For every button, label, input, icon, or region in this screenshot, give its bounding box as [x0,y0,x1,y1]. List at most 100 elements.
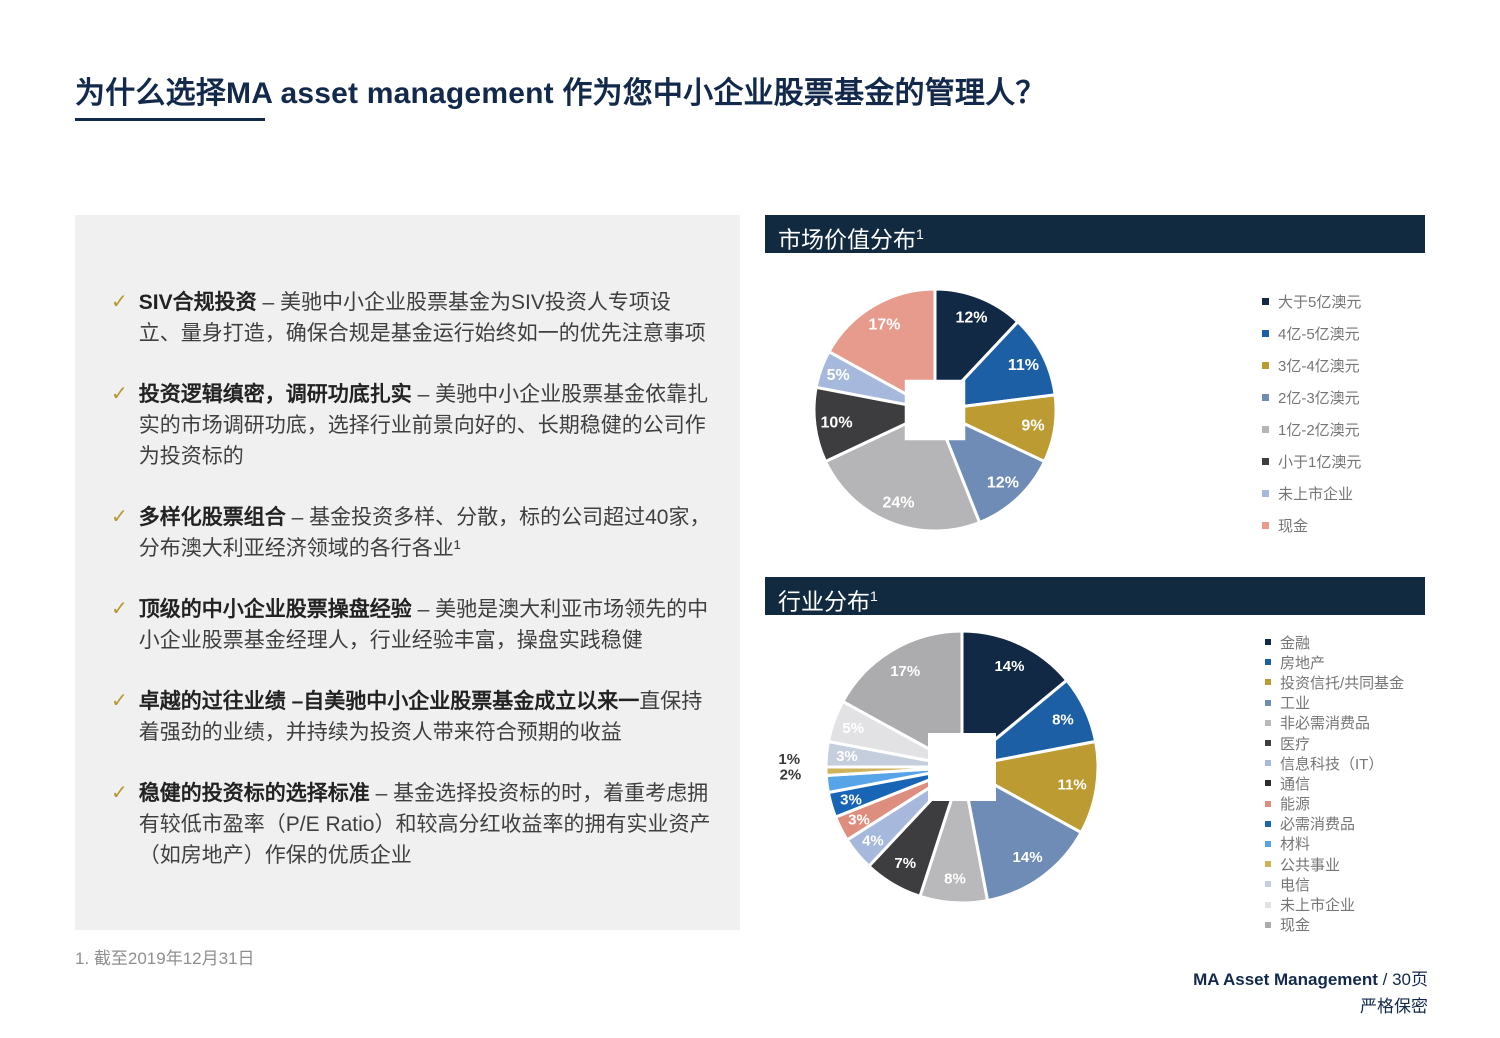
pie-center-square [928,733,996,801]
check-icon: ✓ [111,598,128,620]
legend-marker [1265,881,1271,888]
check-icon: ✓ [111,690,128,712]
bullet-body: – 基金选择投资标的时，着重考虑拥有较低市盈率（P/E Ratio）和较高分红收… [138,782,711,867]
industry-pie-chart: 14% 8% 11% 14% 8% 7% 4% 3% 3% 2%1% 3% 5% 17% [778,629,1100,905]
bullet-lead: 顶级的中小企业股票操盘经验 [138,598,412,621]
market-value-section: 市场价值分布1 12% 11% 9% 12% 24% 10% 5% 17% 大于5亿澳元 4亿-… [765,215,1425,575]
legend-label: 公共事业 [1280,856,1341,874]
pie-slice-label: 8% [944,870,966,887]
legend-label: 材料 [1280,836,1311,854]
legend-marker [1265,840,1271,847]
legend-item: 金融 [1265,632,1404,652]
legend-item: 3亿-4亿澳元 [1262,349,1361,381]
bullet-lead: 卓越的过往业绩 –自美驰中小企业股票基金成立以来一 [138,690,640,713]
bullet-item: ✓ 顶级的中小企业股票操盘经验 – 美驰是澳大利亚市场领先的中小企业股票基金经理人… [111,594,712,656]
footer-brand: MA Asset Management [1193,970,1378,989]
legend-item: 工业 [1265,693,1404,713]
market-value-legend: 大于5亿澳元 4亿-5亿澳元 3亿-4亿澳元 2亿-3亿澳元 1亿-2亿澳元 小于1亿澳元… [1262,285,1361,541]
legend-item: 房地产 [1265,652,1404,672]
pie-slice-label: 5% [842,720,864,737]
check-icon: ✓ [111,383,128,405]
legend-item: 小于1亿澳元 [1262,445,1361,477]
bullet-item: ✓ 多样化股票组合 – 基金投资多样、分散，标的公司超过40家，分布澳大利亚经济领… [111,502,712,564]
legend-marker [1262,425,1269,433]
legend-marker [1265,820,1271,827]
legend-item: 非必需消费品 [1265,713,1404,733]
market-value-header: 市场价值分布1 [765,215,1425,253]
legend-item: 投资信托/共同基金 [1265,672,1404,692]
legend-marker [1265,780,1271,787]
bullet-body: – 美驰是澳大利亚市场领先的中小企业股票基金经理人，行业经验丰富，操盘实践稳健 [138,598,709,652]
pie-slice-label: 4% [862,833,884,850]
footer-confidential: 严格保密 [1360,997,1428,1016]
footer-page-number: / 30页 [1377,970,1428,989]
pie-slice-label: 14% [1013,849,1043,866]
legend-item: 信息科技（IT） [1265,753,1404,773]
pie-slice-label: 10% [821,414,853,431]
legend-label: 投资信托/共同基金 [1280,674,1405,692]
legend-item: 必需消费品 [1265,814,1404,834]
bullet-item: ✓ 卓越的过往业绩 –自美驰中小企业股票基金成立以来一直保持着强劲的业绩，并持续为… [111,686,712,748]
legend-label: 大于5亿澳元 [1278,293,1362,311]
legend-item: 2亿-3亿澳元 [1262,381,1361,413]
pie-slice-label: 5% [827,367,850,384]
market-value-title: 市场价值分布 [778,226,916,253]
legend-label: 未上市企业 [1278,485,1354,503]
legend-marker [1265,719,1271,726]
legend-marker [1265,760,1271,767]
legend-label: 房地产 [1280,654,1326,672]
bullet-item: ✓ 投资逻辑缜密，调研功底扎实 – 美驰中小企业股票基金依靠扎实的市场调研功底，选… [111,379,712,472]
pie-slice-label: 17% [890,663,920,680]
legend-item: 未上市企业 [1265,894,1404,914]
legend-label: 2亿-3亿澳元 [1278,389,1360,407]
bullet-body: 直保持着强劲的业绩，并持续为投资人带来符合预期的收益 [138,690,703,744]
bullet-item: ✓ SIV合规投资 – 美驰中小企业股票基金为SIV投资人专项设立、量身打造，确保… [111,287,712,349]
legend-label: 现金 [1278,517,1309,535]
legend-label: 通信 [1280,775,1311,793]
bullet-text: 卓越的过往业绩 –自美驰中小企业股票基金成立以来一直保持着强劲的业绩，并持续为投… [139,686,712,748]
legend-label: 电信 [1280,876,1311,894]
pie-slice-label: 12% [987,474,1019,491]
legend-marker [1262,457,1269,465]
footnote: 1. 截至2019年12月31日 [75,949,255,968]
bullet-body: – 美驰中小企业股票基金为SIV投资人专项设立、量身打造，确保合规是基金运行始终… [138,291,706,345]
pie-center-square [904,379,966,441]
industry-section: 行业分布1 14% 8% 11% 14% 8% 7% 4% 3% 3% 2% 1% 3% 5% 17% 金… [765,577,1425,937]
pie-slice-label: 7% [894,855,916,872]
legend-marker [1265,639,1271,646]
legend-label: 1亿-2亿澳元 [1278,421,1360,439]
market-value-pie-chart: 12% 11% 9% 12% 24% 10% 5% 17% [812,287,1058,533]
bullet-text: 顶级的中小企业股票操盘经验 – 美驰是澳大利亚市场领先的中小企业股票基金经理人，… [139,594,712,656]
bullet-body: – 美驰中小企业股票基金依靠扎实的市场调研功底，选择行业前景向好的、长期稳健的公… [138,383,709,468]
pie-slice-label: 12% [956,310,988,327]
pie-slice-label: 17% [868,317,900,334]
legend-marker [1262,329,1269,337]
legend-item: 材料 [1265,834,1404,854]
legend-marker [1262,521,1269,529]
legend-marker [1265,679,1271,686]
pie-slice-label: 3% [836,748,858,765]
pie-slice-label: 3% [848,811,870,828]
legend-item: 现金 [1265,915,1404,935]
legend-label: 工业 [1280,695,1311,713]
legend-item: 电信 [1265,874,1404,894]
pie-slice-label: 11% [1008,357,1039,374]
pie-slice-label: 11% [1058,776,1087,793]
bullet-body: – 基金投资多样、分散，标的公司超过40家，分布澳大利亚经济领域的各行各业¹ [138,506,711,560]
legend-marker [1265,699,1271,706]
legend-label: 现金 [1280,917,1311,935]
bullet-lead: 稳健的投资标的选择标准 [138,782,370,805]
check-icon: ✓ [111,782,128,804]
pie-slice-label: 3% [840,791,862,808]
bullet-lead: 多样化股票组合 [138,506,286,529]
legend-marker [1262,361,1269,369]
bullet-text: SIV合规投资 – 美驰中小企业股票基金为SIV投资人专项设立、量身打造，确保合… [139,287,712,349]
legend-label: 非必需消费品 [1280,715,1371,733]
industry-title: 行业分布 [778,588,870,615]
title-underline [75,118,265,121]
legend-item: 医疗 [1265,733,1404,753]
legend-marker [1262,489,1269,497]
slide-footer: MA Asset Management / 30页 严格保密 [1193,966,1428,1020]
legend-label: 小于1亿澳元 [1278,453,1362,471]
